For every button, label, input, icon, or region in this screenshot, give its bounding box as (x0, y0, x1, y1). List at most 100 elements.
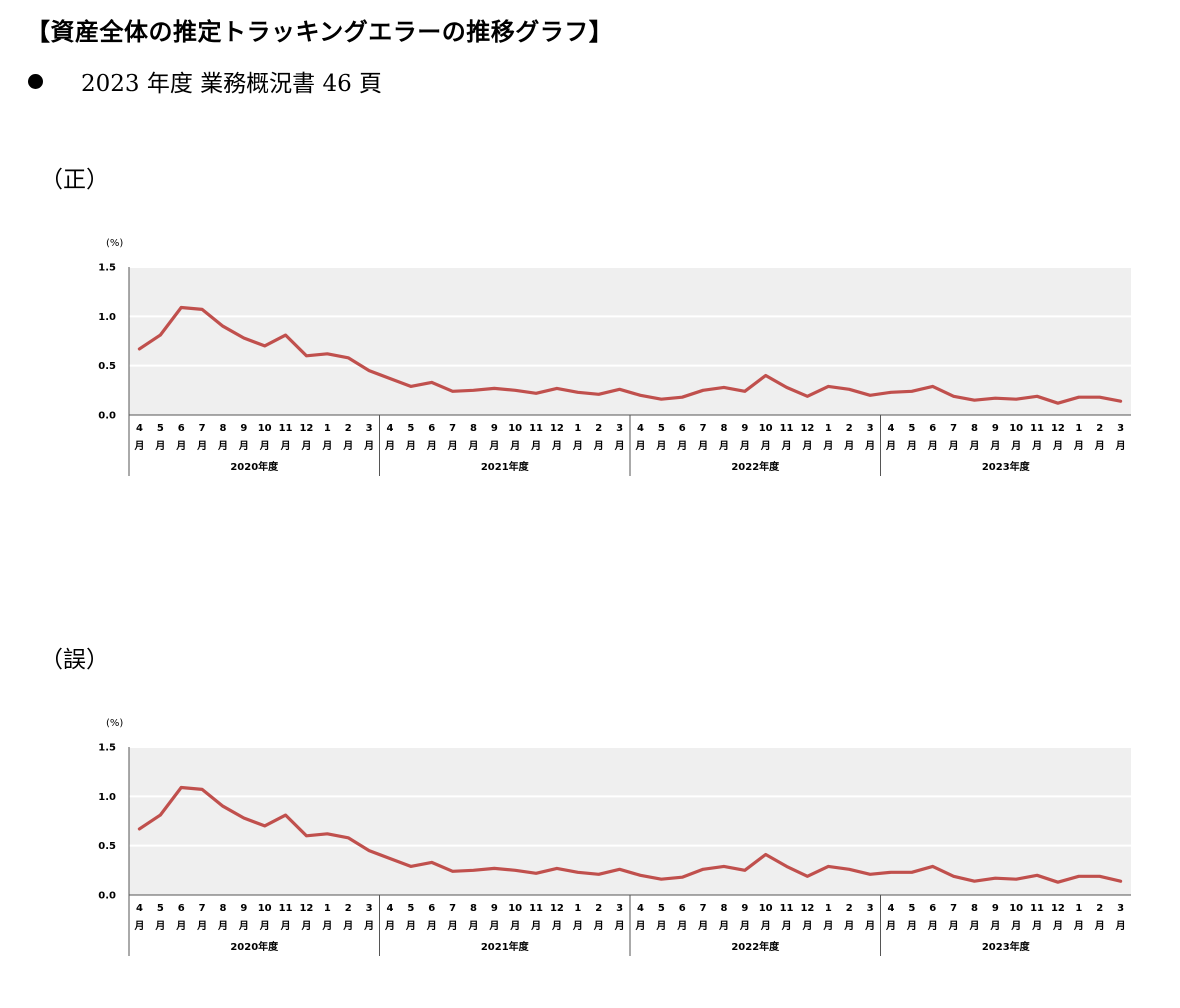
x-tick-month: 7 (700, 423, 707, 434)
x-tick-suffix: 月 (781, 440, 792, 452)
x-tick-month: 9 (741, 903, 748, 914)
x-tick-suffix: 月 (760, 440, 771, 452)
x-tick-suffix: 月 (530, 440, 541, 452)
year-label: 2021年度 (481, 460, 530, 473)
x-tick-suffix: 月 (1094, 920, 1105, 932)
year-label: 2022年度 (731, 460, 780, 473)
x-tick-suffix: 月 (447, 920, 458, 932)
x-tick-suffix: 月 (739, 440, 750, 452)
x-tick-month: 9 (491, 423, 498, 434)
x-tick-suffix: 月 (572, 440, 583, 452)
x-tick-month: 5 (658, 423, 665, 434)
x-tick-suffix: 月 (989, 920, 1000, 932)
x-tick-suffix: 月 (196, 440, 207, 452)
y-tick-label: 1.5 (98, 263, 116, 274)
x-tick-suffix: 月 (196, 920, 207, 932)
x-tick-suffix: 月 (1031, 440, 1042, 452)
x-tick-month: 5 (908, 903, 915, 914)
x-tick-suffix: 月 (300, 440, 311, 452)
x-tick-suffix: 月 (321, 440, 332, 452)
x-tick-suffix: 月 (467, 440, 478, 452)
x-tick-suffix: 月 (384, 440, 395, 452)
page-title: 【資産全体の推定トラッキングエラーの推移グラフ】 (26, 18, 614, 46)
x-tick-suffix: 月 (154, 920, 165, 932)
x-tick-month: 8 (219, 903, 226, 914)
x-tick-month: 7 (950, 423, 957, 434)
chart-incorrect: 0.0 0.5 1.0 1.5 (%) 4 月 5 月 6 月 7 月 8 月 9 月 10 月 11 月 12 月 1 月 2 月… (90, 708, 1150, 968)
x-tick-month: 1 (825, 423, 832, 434)
x-tick-month: 1 (324, 903, 331, 914)
x-tick-month: 11 (780, 903, 794, 914)
x-tick-month: 6 (929, 903, 936, 914)
x-tick-suffix: 月 (822, 440, 833, 452)
x-tick-suffix: 月 (467, 920, 478, 932)
x-tick-suffix: 月 (968, 440, 979, 452)
x-tick-suffix: 月 (697, 440, 708, 452)
x-tick-month: 12 (800, 903, 814, 914)
x-tick-month: 10 (1009, 423, 1023, 434)
x-tick-month: 5 (407, 423, 414, 434)
x-tick-suffix: 月 (447, 440, 458, 452)
x-tick-suffix: 月 (885, 440, 896, 452)
x-tick-month: 12 (800, 423, 814, 434)
x-tick-suffix: 月 (175, 920, 186, 932)
x-tick-month: 3 (867, 903, 874, 914)
x-tick-month: 6 (929, 423, 936, 434)
x-tick-suffix: 月 (739, 920, 750, 932)
x-tick-month: 7 (950, 903, 957, 914)
x-tick-suffix: 月 (238, 920, 249, 932)
x-tick-suffix: 月 (718, 920, 729, 932)
x-tick-suffix: 月 (342, 440, 353, 452)
x-tick-month: 2 (595, 423, 602, 434)
x-tick-month: 3 (616, 903, 623, 914)
x-tick-month: 3 (616, 423, 623, 434)
x-tick-suffix: 月 (1031, 920, 1042, 932)
x-tick-month: 8 (720, 903, 727, 914)
x-tick-month: 9 (741, 423, 748, 434)
x-tick-suffix: 月 (259, 440, 270, 452)
x-tick-suffix: 月 (551, 440, 562, 452)
x-tick-month: 11 (279, 423, 293, 434)
x-tick-month: 6 (178, 423, 185, 434)
year-label: 2020年度 (230, 940, 279, 953)
x-tick-suffix: 月 (1010, 920, 1021, 932)
x-tick-month: 10 (759, 423, 773, 434)
x-tick-suffix: 月 (614, 920, 625, 932)
x-tick-suffix: 月 (259, 920, 270, 932)
x-tick-suffix: 月 (593, 440, 604, 452)
year-label: 2020年度 (230, 460, 279, 473)
x-tick-month: 4 (887, 423, 894, 434)
x-tick-month: 11 (780, 423, 794, 434)
x-tick-suffix: 月 (634, 920, 645, 932)
x-tick-month: 3 (1117, 423, 1124, 434)
x-tick-suffix: 月 (280, 920, 291, 932)
x-tick-suffix: 月 (154, 440, 165, 452)
x-tick-month: 2 (846, 423, 853, 434)
x-tick-suffix: 月 (217, 920, 228, 932)
x-tick-month: 5 (908, 423, 915, 434)
x-tick-suffix: 月 (1073, 920, 1084, 932)
y-unit-label: (%) (106, 718, 123, 729)
year-label: 2023年度 (982, 940, 1031, 953)
x-tick-month: 6 (679, 423, 686, 434)
x-tick-suffix: 月 (342, 920, 353, 932)
x-tick-month: 12 (1051, 423, 1065, 434)
x-tick-suffix: 月 (133, 440, 144, 452)
x-tick-month: 6 (178, 903, 185, 914)
x-tick-suffix: 月 (488, 440, 499, 452)
x-tick-month: 5 (157, 423, 164, 434)
x-tick-month: 10 (258, 423, 272, 434)
x-tick-suffix: 月 (655, 440, 666, 452)
x-tick-suffix: 月 (927, 920, 938, 932)
y-tick-label: 1.0 (98, 312, 116, 323)
y-tick-label: 0.5 (98, 841, 116, 852)
x-tick-suffix: 月 (676, 440, 687, 452)
y-unit-label: (%) (106, 238, 123, 249)
x-tick-month: 4 (637, 423, 644, 434)
x-tick-month: 2 (345, 423, 352, 434)
x-tick-suffix: 月 (822, 920, 833, 932)
x-tick-suffix: 月 (843, 920, 854, 932)
x-tick-month: 4 (136, 423, 143, 434)
x-tick-suffix: 月 (989, 440, 1000, 452)
x-tick-month: 4 (386, 903, 393, 914)
